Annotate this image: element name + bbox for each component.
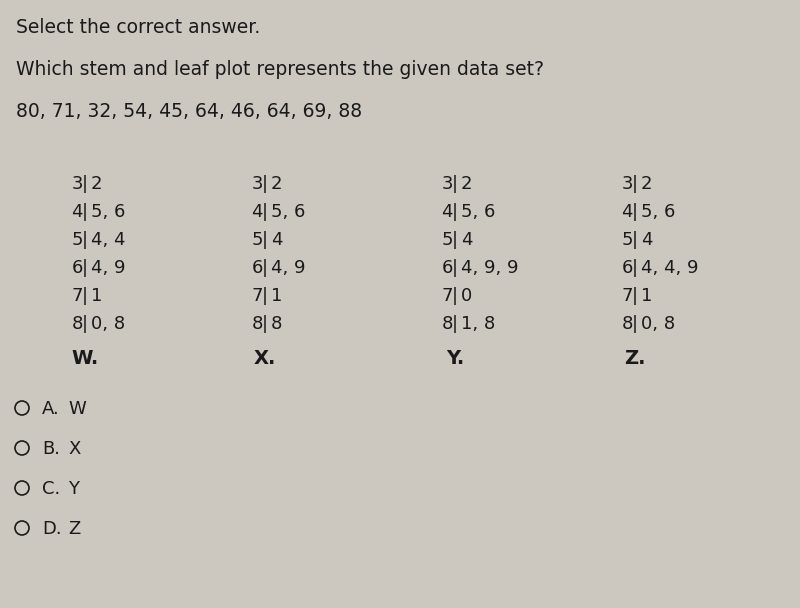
Text: |: | — [262, 231, 268, 249]
Text: |: | — [82, 203, 88, 221]
Text: 8: 8 — [622, 315, 633, 333]
Text: |: | — [262, 175, 268, 193]
Text: 2: 2 — [461, 175, 473, 193]
Text: 5, 6: 5, 6 — [91, 203, 126, 221]
Text: 1, 8: 1, 8 — [461, 315, 495, 333]
Text: |: | — [452, 287, 458, 305]
Text: |: | — [262, 287, 268, 305]
Text: |: | — [632, 203, 638, 221]
Text: |: | — [452, 259, 458, 277]
Text: |: | — [632, 315, 638, 333]
Text: 6: 6 — [442, 259, 453, 277]
Text: |: | — [82, 287, 88, 305]
Text: 1: 1 — [271, 287, 282, 305]
Text: |: | — [632, 175, 638, 193]
Text: 8: 8 — [271, 315, 282, 333]
Text: 6: 6 — [622, 259, 633, 277]
Text: |: | — [82, 231, 88, 249]
Text: 0: 0 — [461, 287, 472, 305]
Text: 2: 2 — [641, 175, 653, 193]
Text: C.: C. — [42, 480, 60, 498]
Text: |: | — [82, 315, 88, 333]
Text: 4: 4 — [71, 203, 83, 221]
Text: |: | — [632, 259, 638, 277]
Text: 1: 1 — [641, 287, 652, 305]
Text: 8: 8 — [252, 315, 263, 333]
Text: 6: 6 — [72, 259, 83, 277]
Text: 4, 9, 9: 4, 9, 9 — [461, 259, 518, 277]
Text: X.: X. — [254, 349, 276, 368]
Text: X: X — [68, 440, 80, 458]
Text: B.: B. — [42, 440, 60, 458]
Text: Z: Z — [68, 520, 80, 538]
Text: 4: 4 — [461, 231, 473, 249]
Text: 80, 71, 32, 54, 45, 64, 46, 64, 69, 88: 80, 71, 32, 54, 45, 64, 46, 64, 69, 88 — [16, 102, 362, 121]
Text: 5, 6: 5, 6 — [461, 203, 495, 221]
Text: 6: 6 — [252, 259, 263, 277]
Text: Which stem and leaf plot represents the given data set?: Which stem and leaf plot represents the … — [16, 60, 544, 79]
Text: Y: Y — [68, 480, 79, 498]
Text: 4: 4 — [622, 203, 633, 221]
Text: |: | — [452, 315, 458, 333]
Text: 3: 3 — [442, 175, 453, 193]
Text: Y.: Y. — [446, 349, 464, 368]
Text: 7: 7 — [71, 287, 83, 305]
Text: |: | — [262, 203, 268, 221]
Text: 5: 5 — [71, 231, 83, 249]
Text: 8: 8 — [72, 315, 83, 333]
Text: |: | — [632, 287, 638, 305]
Text: 4, 4: 4, 4 — [91, 231, 126, 249]
Text: 0, 8: 0, 8 — [641, 315, 675, 333]
Text: |: | — [262, 259, 268, 277]
Text: W: W — [68, 400, 86, 418]
Text: 2: 2 — [91, 175, 102, 193]
Text: 4, 9: 4, 9 — [271, 259, 306, 277]
Text: 5, 6: 5, 6 — [271, 203, 306, 221]
Text: Select the correct answer.: Select the correct answer. — [16, 18, 260, 37]
Text: |: | — [632, 231, 638, 249]
Text: 4, 9: 4, 9 — [91, 259, 126, 277]
Text: 4: 4 — [251, 203, 263, 221]
Text: D.: D. — [42, 520, 62, 538]
Text: 0, 8: 0, 8 — [91, 315, 125, 333]
Text: 5: 5 — [251, 231, 263, 249]
Text: |: | — [82, 175, 88, 193]
Text: 3: 3 — [251, 175, 263, 193]
Text: |: | — [452, 203, 458, 221]
Text: 2: 2 — [271, 175, 282, 193]
Text: 4: 4 — [641, 231, 653, 249]
Text: 5, 6: 5, 6 — [641, 203, 675, 221]
Text: 4: 4 — [271, 231, 282, 249]
Text: A.: A. — [42, 400, 60, 418]
Text: 5: 5 — [442, 231, 453, 249]
Text: 4, 4, 9: 4, 4, 9 — [641, 259, 698, 277]
Text: 3: 3 — [71, 175, 83, 193]
Text: |: | — [452, 231, 458, 249]
Text: |: | — [262, 315, 268, 333]
Text: Z.: Z. — [624, 349, 646, 368]
Text: |: | — [82, 259, 88, 277]
Text: 3: 3 — [622, 175, 633, 193]
Text: 8: 8 — [442, 315, 453, 333]
Text: W.: W. — [71, 349, 98, 368]
Text: 7: 7 — [442, 287, 453, 305]
Text: |: | — [452, 175, 458, 193]
Text: 1: 1 — [91, 287, 102, 305]
Text: 5: 5 — [622, 231, 633, 249]
Text: 4: 4 — [442, 203, 453, 221]
Text: 7: 7 — [251, 287, 263, 305]
Text: 7: 7 — [622, 287, 633, 305]
